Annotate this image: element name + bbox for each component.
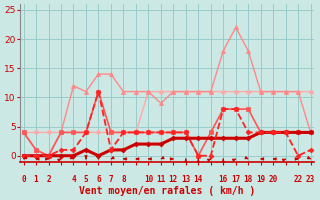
X-axis label: Vent moyen/en rafales ( km/h ): Vent moyen/en rafales ( km/h ): [79, 186, 255, 196]
